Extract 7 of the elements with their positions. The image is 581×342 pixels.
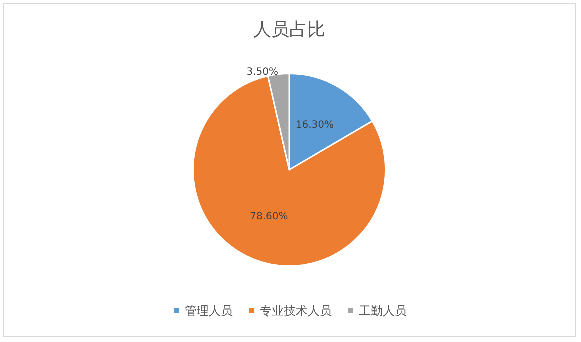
legend-label: 工勤人员 (359, 304, 407, 318)
legend-label: 专业技术人员 (260, 304, 332, 318)
data-label: 3.50% (246, 66, 279, 78)
data-label: 78.60% (250, 211, 288, 222)
chart-title: 人员占比 (254, 20, 326, 40)
data-label: 16.30% (296, 120, 334, 132)
legend-label: 管理人员 (185, 304, 233, 318)
